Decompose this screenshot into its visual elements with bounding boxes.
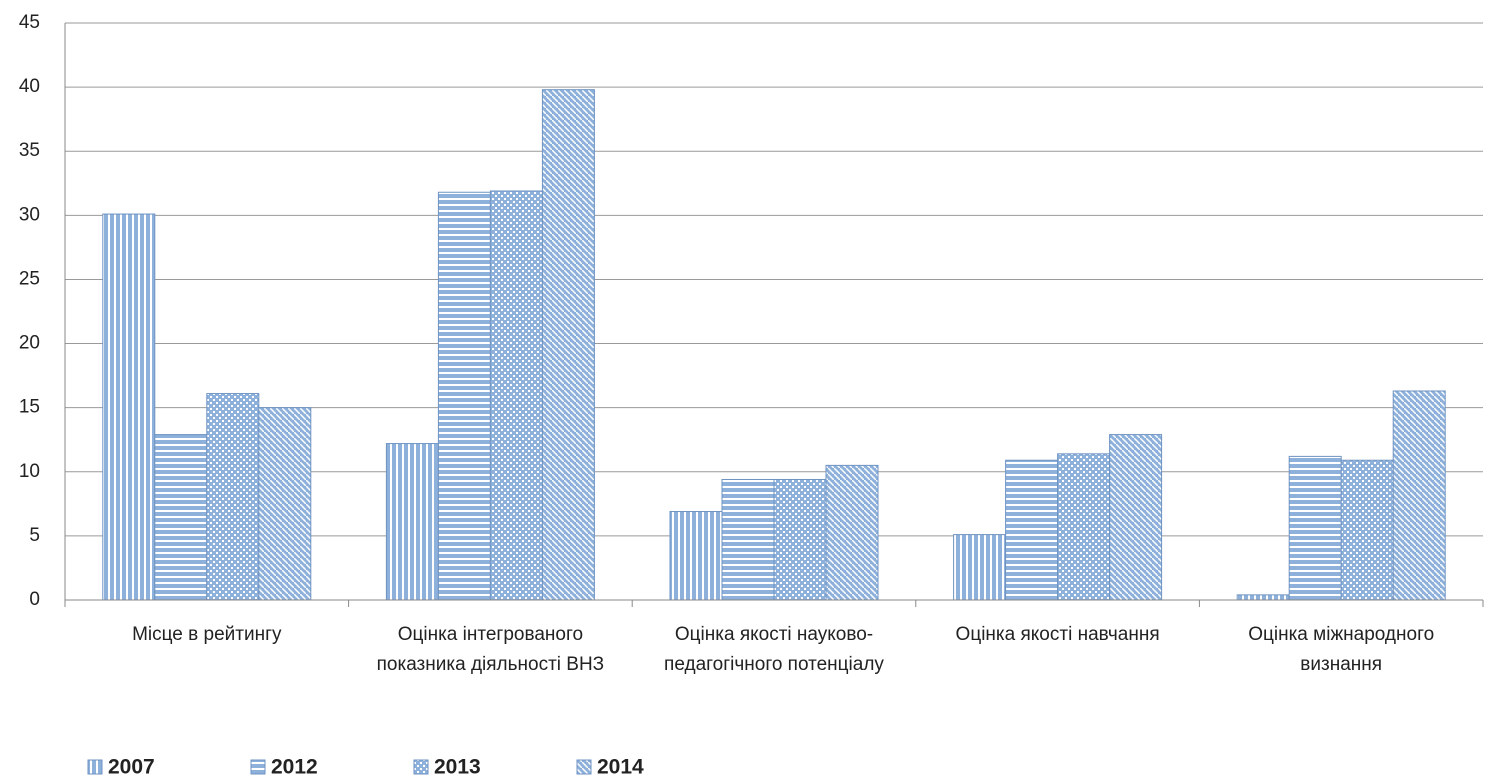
legend-label: 2007 — [108, 756, 155, 777]
bar — [258, 407, 312, 601]
bar — [437, 191, 491, 601]
y-tick-label: 25 — [19, 268, 40, 289]
legend-label: 2014 — [597, 756, 644, 777]
bar — [489, 190, 543, 601]
bar — [953, 534, 1007, 601]
y-tick-label: 30 — [19, 204, 40, 225]
y-tick-label: 45 — [19, 12, 40, 33]
legend-swatch — [413, 759, 429, 775]
legend-label: 2012 — [271, 756, 318, 777]
bar — [541, 89, 595, 601]
bar — [669, 511, 723, 601]
x-tick-label: Місце в рейтингу — [132, 624, 282, 645]
x-tick-label: Оцінка міжнародного визнання — [1248, 624, 1435, 675]
y-tick-label: 35 — [19, 140, 40, 161]
y-tick-label: 0 — [29, 589, 40, 610]
bar — [206, 393, 260, 601]
y-tick-label: 40 — [19, 76, 40, 97]
legend-label: 2013 — [434, 756, 481, 777]
x-tick-label: Оцінка якості навчання — [955, 624, 1160, 645]
x-tick-label: Оцінка якості науково-педагогічного поте… — [664, 624, 884, 675]
bar — [1340, 459, 1394, 601]
bar — [385, 443, 439, 601]
bar — [102, 213, 156, 601]
legend-swatch — [87, 759, 103, 775]
bar — [154, 434, 208, 601]
bar — [1109, 434, 1163, 601]
bar — [773, 478, 827, 601]
y-tick-label: 5 — [29, 525, 40, 546]
bar — [1057, 453, 1111, 601]
bar — [1392, 390, 1446, 601]
y-tick-label: 10 — [19, 461, 40, 482]
legend-swatch — [250, 759, 266, 775]
bar — [825, 464, 879, 601]
x-tick-label: Оцінка інтегрованого показника діяльност… — [376, 624, 605, 675]
y-tick-label: 15 — [19, 397, 40, 418]
bar — [721, 478, 775, 601]
bar — [1236, 594, 1290, 601]
y-tick-label: 20 — [19, 333, 40, 354]
bar — [1288, 455, 1342, 601]
bar — [1005, 459, 1059, 601]
legend-swatch — [576, 759, 592, 775]
